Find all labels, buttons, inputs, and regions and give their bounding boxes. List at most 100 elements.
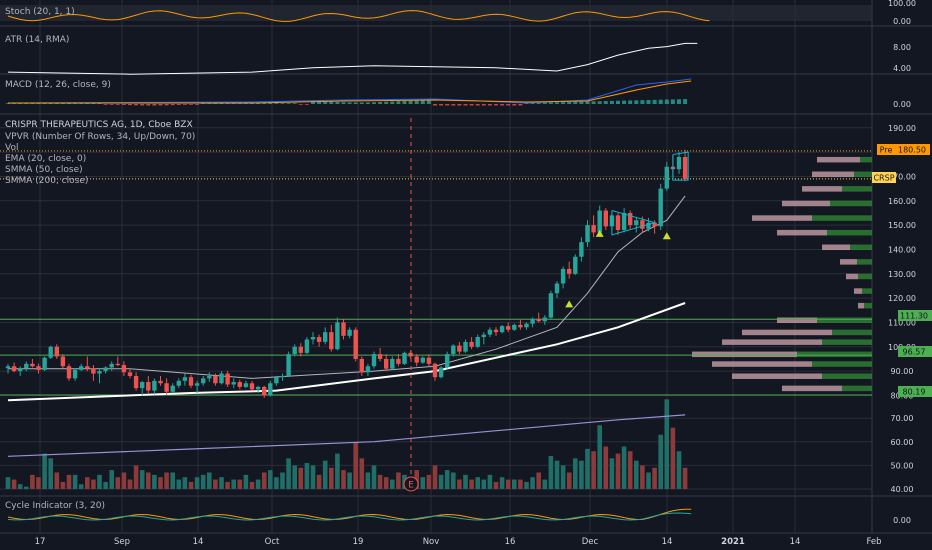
- macd-histogram-bar: [640, 100, 645, 104]
- candle-body: [499, 326, 505, 333]
- candle-body: [652, 222, 657, 227]
- candle-body: [420, 357, 425, 363]
- volume-bar: [249, 481, 255, 489]
- volume-profile-bar-up: [822, 373, 872, 379]
- volume-profile-bar-up: [860, 156, 872, 163]
- macd-histogram-bar: [353, 102, 358, 104]
- candle-body: [249, 383, 255, 390]
- volume-bar: [316, 474, 322, 489]
- volume-bar: [652, 467, 657, 489]
- price-tick-label: 130.00: [888, 270, 916, 279]
- volume-bar: [640, 465, 645, 489]
- candle-body: [11, 366, 17, 372]
- volume-profile-bar-down: [840, 259, 857, 265]
- macd-histogram-bar: [518, 104, 523, 106]
- volume-bar: [127, 479, 133, 489]
- volume-bar: [383, 477, 389, 489]
- volume-bar: [609, 458, 615, 489]
- macd-histogram-bar: [457, 104, 462, 106]
- candle-body: [536, 318, 541, 322]
- pre-label-badge: [877, 144, 895, 155]
- volume-profile-bar-up: [857, 259, 872, 265]
- price-tick-label: 60.00: [891, 438, 914, 447]
- volume-bar: [377, 474, 383, 489]
- macd-histogram-bar: [475, 104, 480, 106]
- macd-histogram-bar: [195, 104, 200, 105]
- volume-profile-bar-down: [802, 186, 842, 192]
- volume-profile-bar-up: [842, 186, 872, 192]
- volume-bar: [274, 477, 279, 489]
- volume-profile-bar-down: [822, 244, 850, 251]
- crsp-label: CRSP: [873, 174, 894, 183]
- atr-tick-8: 8.00: [893, 43, 911, 52]
- macd-histogram-bar: [433, 104, 437, 106]
- candle-body: [219, 373, 224, 384]
- macd-histogram-bar: [365, 102, 370, 104]
- macd-histogram-bar: [115, 104, 120, 105]
- candle-body: [451, 345, 456, 355]
- volume-bar: [243, 474, 249, 489]
- macd-histogram-bar: [97, 103, 102, 104]
- volume-bar: [524, 481, 529, 489]
- signal-arrow: [565, 300, 574, 308]
- level-value-1: 111.30: [900, 312, 928, 321]
- price-tick-label: 120.00: [888, 294, 916, 303]
- candle-body: [262, 386, 267, 396]
- volume-bar: [585, 448, 590, 489]
- volume-bar: [560, 465, 566, 489]
- volume-bar: [115, 477, 121, 489]
- volume-bar: [530, 477, 535, 489]
- candle-body: [554, 283, 560, 294]
- macd-histogram-bar: [134, 104, 139, 106]
- candle-body: [231, 382, 236, 385]
- candle-body: [475, 337, 480, 347]
- volume-bar: [280, 472, 285, 489]
- volume-profile-bar-up: [850, 244, 872, 251]
- price-tick-label: 70.00: [891, 414, 914, 423]
- earnings-event-marker[interactable]: [403, 476, 419, 492]
- volume-bar: [97, 474, 102, 489]
- x-axis-label: 14: [193, 537, 204, 547]
- macd-histogram-bar: [390, 101, 395, 104]
- volume-bar: [420, 477, 426, 489]
- atr-pane: ATR (14, RMA) 8.00 4.00: [5, 35, 911, 75]
- candle-body: [359, 358, 364, 373]
- candle-body: [24, 363, 29, 369]
- macd-tick-0: 0.00: [893, 100, 911, 109]
- volume-profile-bar-down: [692, 351, 797, 358]
- level-value-2: 96.57: [903, 348, 926, 357]
- candle-body: [36, 366, 41, 370]
- candle-body: [426, 357, 432, 364]
- main-pane: E CRISPR THERAPEUTICS AG, 1D, Cboe BZX V…: [0, 118, 932, 494]
- volume-profile-bar-up: [832, 329, 872, 336]
- candle-body: [567, 268, 572, 274]
- candle-body: [60, 356, 66, 367]
- macd-histogram-bar: [298, 104, 303, 105]
- volume-profile: [692, 156, 872, 392]
- macd-signal-line: [8, 80, 692, 104]
- candle-body: [170, 385, 175, 392]
- candle-body: [280, 375, 285, 378]
- candle-body: [42, 357, 47, 370]
- volume-bar: [139, 470, 145, 489]
- macd-histogram-bar: [85, 103, 90, 104]
- macd-histogram-bar: [609, 100, 614, 104]
- x-axis-label: 14: [790, 537, 801, 547]
- level-value-3: 80.19: [903, 388, 926, 397]
- macd-histogram-bar: [555, 102, 559, 104]
- symbol-title: CRISPR THERAPEUTICS AG, 1D, Cboe BZX: [5, 120, 193, 130]
- candle-body: [445, 354, 450, 368]
- volume-bar: [200, 474, 206, 489]
- volume-profile-bar-up: [812, 215, 872, 221]
- candle-body: [347, 329, 352, 336]
- volume-profile-bar-down: [722, 339, 822, 345]
- macd-histogram-bar: [317, 101, 322, 104]
- volume-profile-bar-down: [854, 288, 862, 294]
- volume-bar: [292, 465, 297, 489]
- volume-profile-bar-up: [854, 171, 872, 178]
- macd-histogram-bar: [561, 102, 566, 104]
- atr-line: [7, 42, 698, 75]
- candle-body: [640, 220, 645, 229]
- candle-body: [146, 382, 151, 391]
